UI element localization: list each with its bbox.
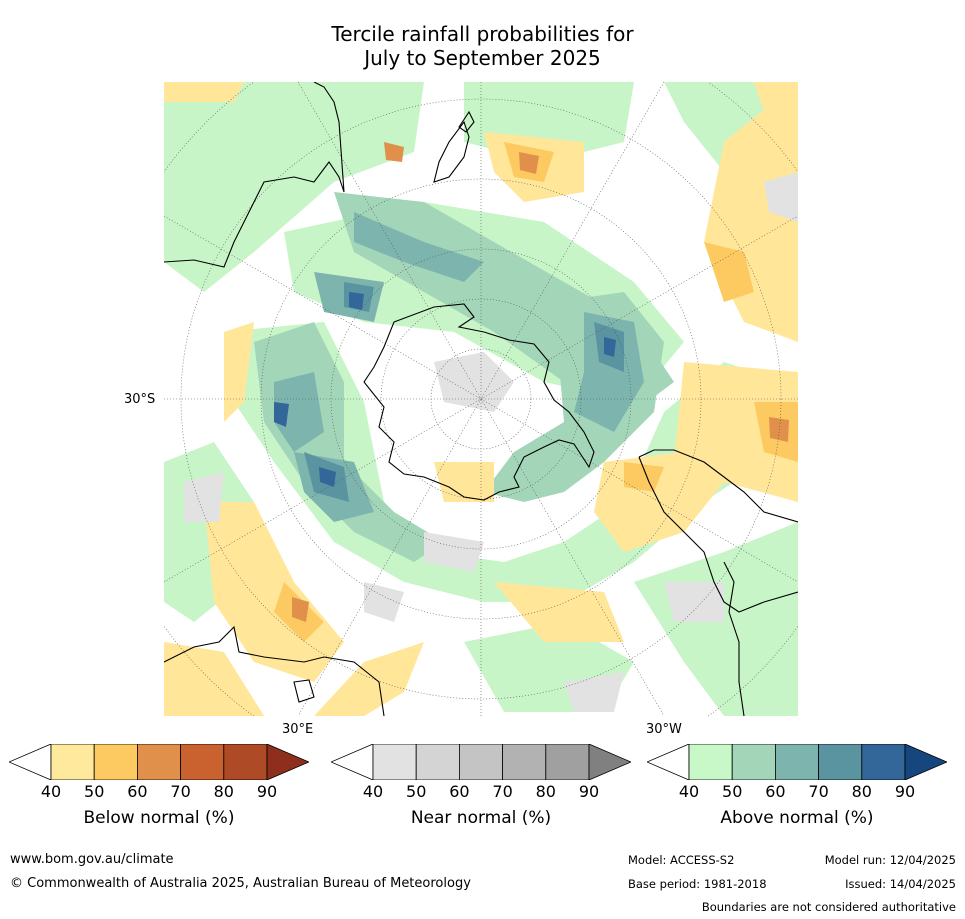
colorbar-below-normal <box>9 744 309 780</box>
base-period: Base period: 1981-2018 <box>628 877 767 891</box>
lon-label-30w: 30°W <box>646 722 682 737</box>
model-run-date: Model run: 12/04/2025 <box>824 853 956 867</box>
colorbar-near-swatch <box>545 744 590 780</box>
colorbar-above-swatch <box>818 744 863 780</box>
colorbar-above-min-extend <box>647 744 690 780</box>
title-line-2: July to September 2025 <box>364 46 601 70</box>
colorbar-below-max-extend <box>266 744 309 780</box>
africa-madagascar <box>293 679 315 703</box>
new-zealand-north <box>458 110 475 133</box>
colorbar-below-tick-label: 60 <box>127 782 148 801</box>
graticule <box>164 82 798 716</box>
copyright-text: © Commonwealth of Australia 2025, Austra… <box>10 876 471 891</box>
colorbar-near-swatch <box>415 744 460 780</box>
colorbar-below-tick-label: 40 <box>40 782 62 801</box>
colorbar-near-swatch <box>502 744 547 780</box>
colorbar-above-tick-label: 80 <box>851 782 872 801</box>
colorbar-near-svg <box>331 744 631 780</box>
colorbar-below-swatch <box>136 744 181 780</box>
lat-label-30s: 30°S <box>124 392 156 407</box>
colorbar-below-tick-label: 50 <box>84 782 105 801</box>
title-line-1: Tercile rainfall probabilities for <box>331 22 634 46</box>
above-normal-strong <box>254 192 674 562</box>
colorbar-near-tick-label: 60 <box>449 782 470 801</box>
colorbar-below-swatch <box>50 744 95 780</box>
colorbar-near-normal <box>331 744 631 780</box>
south-america-east <box>723 561 745 716</box>
rainfall-map <box>164 82 798 716</box>
colorbar-below-svg <box>9 744 309 780</box>
colorbar-below-tick-label: 70 <box>170 782 191 801</box>
below-normal-shading <box>164 82 798 716</box>
colorbar-above-max-extend <box>904 744 947 780</box>
colorbar-near-swatch <box>458 744 503 780</box>
colorbar-below-tick-label: 90 <box>256 782 278 801</box>
australia-coast <box>164 82 345 268</box>
colorbar-below-tick-label: 80 <box>213 782 234 801</box>
map-svg <box>164 82 798 716</box>
africa-coast <box>164 625 385 716</box>
colorbar-below-title: Below normal (%) <box>83 808 235 828</box>
new-zealand-coast <box>433 120 470 183</box>
south-america-west <box>638 456 798 613</box>
colorbar-near-swatch <box>372 744 417 780</box>
near-normal-shading <box>184 172 798 712</box>
colorbar-above-tick-label: 90 <box>894 782 916 801</box>
antarctica-coast <box>363 303 595 501</box>
website-link[interactable]: www.bom.gov.au/climate <box>10 852 174 867</box>
colorbar-below-swatch <box>223 744 268 780</box>
colorbar-near-min-extend <box>331 744 374 780</box>
colorbar-above-swatch <box>731 744 776 780</box>
colorbar-below-swatch <box>93 744 138 780</box>
south-america-coast <box>638 449 798 523</box>
colorbar-near-title: Near normal (%) <box>410 808 552 828</box>
colorbar-near-tick-label: 50 <box>406 782 427 801</box>
map-title: Tercile rainfall probabilities for July … <box>0 22 965 70</box>
colorbar-above-tick-label: 40 <box>678 782 700 801</box>
colorbar-above-svg <box>647 744 947 780</box>
colorbar-above-tick-label: 50 <box>722 782 743 801</box>
colorbar-near-tick-label: 70 <box>492 782 513 801</box>
lon-label-30e: 30°E <box>282 722 314 737</box>
colorbar-below-swatch <box>180 744 225 780</box>
colorbar-near-max-extend <box>588 744 631 780</box>
colorbar-below-min-extend <box>9 744 52 780</box>
colorbar-above-normal <box>647 744 947 780</box>
colorbar-near-tick-label: 90 <box>578 782 600 801</box>
colorbar-above-tick-label: 60 <box>765 782 786 801</box>
colorbar-near-tick-label: 40 <box>362 782 384 801</box>
model-name: Model: ACCESS-S2 <box>628 853 735 867</box>
colorbar-above-tick-label: 70 <box>808 782 829 801</box>
issued-date: Issued: 14/04/2025 <box>845 877 956 891</box>
coastlines <box>164 82 798 716</box>
colorbar-above-swatch <box>688 744 733 780</box>
colorbar-above-swatch <box>861 744 906 780</box>
colorbar-above-title: Above normal (%) <box>720 808 874 828</box>
colorbar-above-swatch <box>774 744 819 780</box>
colorbar-near-tick-label: 80 <box>535 782 556 801</box>
boundaries-disclaimer: Boundaries are not considered authoritat… <box>701 900 956 914</box>
